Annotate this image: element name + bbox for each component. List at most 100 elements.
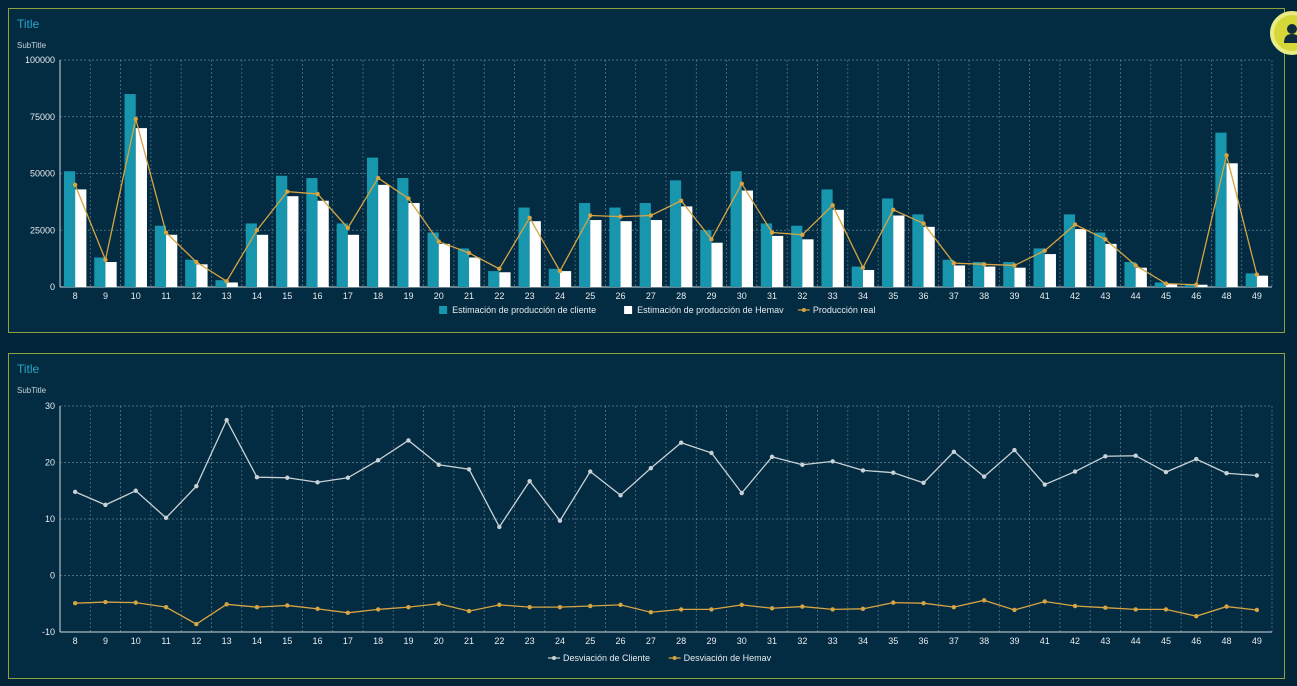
bar [105,262,117,287]
bar [912,214,924,287]
data-point [103,599,108,605]
y-tick-label: 75000 [30,112,55,122]
data-point [588,603,593,609]
x-tick-label: 37 [949,636,959,646]
x-tick-label: 14 [252,636,262,646]
x-tick-label: 45 [1161,291,1171,301]
bar [579,203,591,287]
x-tick-label: 17 [343,291,353,301]
data-point [72,182,78,188]
data-point [72,600,78,606]
data-point [1042,599,1047,604]
data-point [800,462,805,467]
x-tick-label: 18 [373,636,383,646]
y-tick-label: 30 [45,401,55,411]
x-tick-label: 46 [1191,636,1201,646]
data-point [709,450,714,456]
bar [923,226,935,287]
data-point [830,607,835,612]
x-tick-label: 38 [979,636,989,646]
data-point [163,515,169,521]
data-point [1224,153,1229,158]
x-tick-label: 13 [222,291,232,301]
chart-subtitle: SubTitle [17,41,47,50]
data-point [951,604,957,610]
x-tick-label: 23 [525,291,535,301]
x-tick-label: 24 [555,636,565,646]
x-tick-label: 12 [191,636,201,646]
data-point [1163,469,1169,475]
x-tick-label: 30 [737,291,747,301]
x-tick-label: 32 [797,291,807,301]
bar [650,220,663,287]
bar [1014,267,1026,287]
bar [306,178,318,287]
x-tick-label: 43 [1100,636,1110,646]
bar [984,266,996,287]
data-point [1133,263,1138,268]
x-tick-label: 23 [525,636,535,646]
bar [1185,284,1197,287]
data-point [1133,607,1138,612]
data-point [133,600,138,605]
data-point [1072,469,1078,474]
data-point [285,475,290,480]
bar [590,220,602,287]
x-tick-label: 22 [494,291,504,301]
data-point [345,225,351,231]
data-point [588,469,593,474]
bar [397,178,409,287]
bar [791,225,803,287]
data-point [769,454,775,460]
series-line [74,118,1258,286]
data-point [921,480,926,486]
chart-subtitle: SubTitle [17,386,47,395]
bar [185,259,197,287]
data-point [375,607,381,612]
x-tick-label: 39 [1009,291,1019,301]
bar [75,189,87,287]
legend-label: Producción real [813,305,876,315]
data-point [1163,607,1169,612]
y-tick-label: 25000 [30,225,55,235]
x-tick-label: 42 [1070,291,1080,301]
x-tick-label: 25 [585,636,595,646]
x-tick-label: 9 [103,291,108,301]
x-tick-label: 27 [646,636,656,646]
data-point [830,459,835,464]
bar [245,223,257,287]
bar [366,157,379,287]
data-point [527,604,532,610]
x-tick-label: 13 [222,636,232,646]
bar [488,271,500,287]
bar [518,207,530,287]
x-tick-label: 48 [1222,291,1232,301]
x-tick-label: 26 [616,636,626,646]
data-point [497,602,502,608]
bar [499,272,511,287]
x-tick-label: 18 [373,291,383,301]
legend-swatch [672,656,677,660]
x-tick-label: 41 [1040,291,1050,301]
data-point [648,610,654,615]
data-point [618,214,623,219]
data-point [951,449,957,454]
x-tick-label: 29 [706,636,716,646]
bar [1094,232,1106,287]
bar [942,259,954,287]
bar [196,264,208,287]
bar [1105,243,1117,287]
data-point [1133,453,1138,458]
bar [681,206,693,287]
data-point [981,474,987,479]
data-point [194,259,199,265]
data-point [709,237,714,242]
data-point [466,608,472,614]
data-point [527,215,532,220]
data-point [375,175,381,181]
x-tick-label: 35 [888,291,898,301]
data-point [769,606,775,611]
bar [772,235,784,287]
bar [94,257,106,287]
data-point [1103,605,1108,610]
